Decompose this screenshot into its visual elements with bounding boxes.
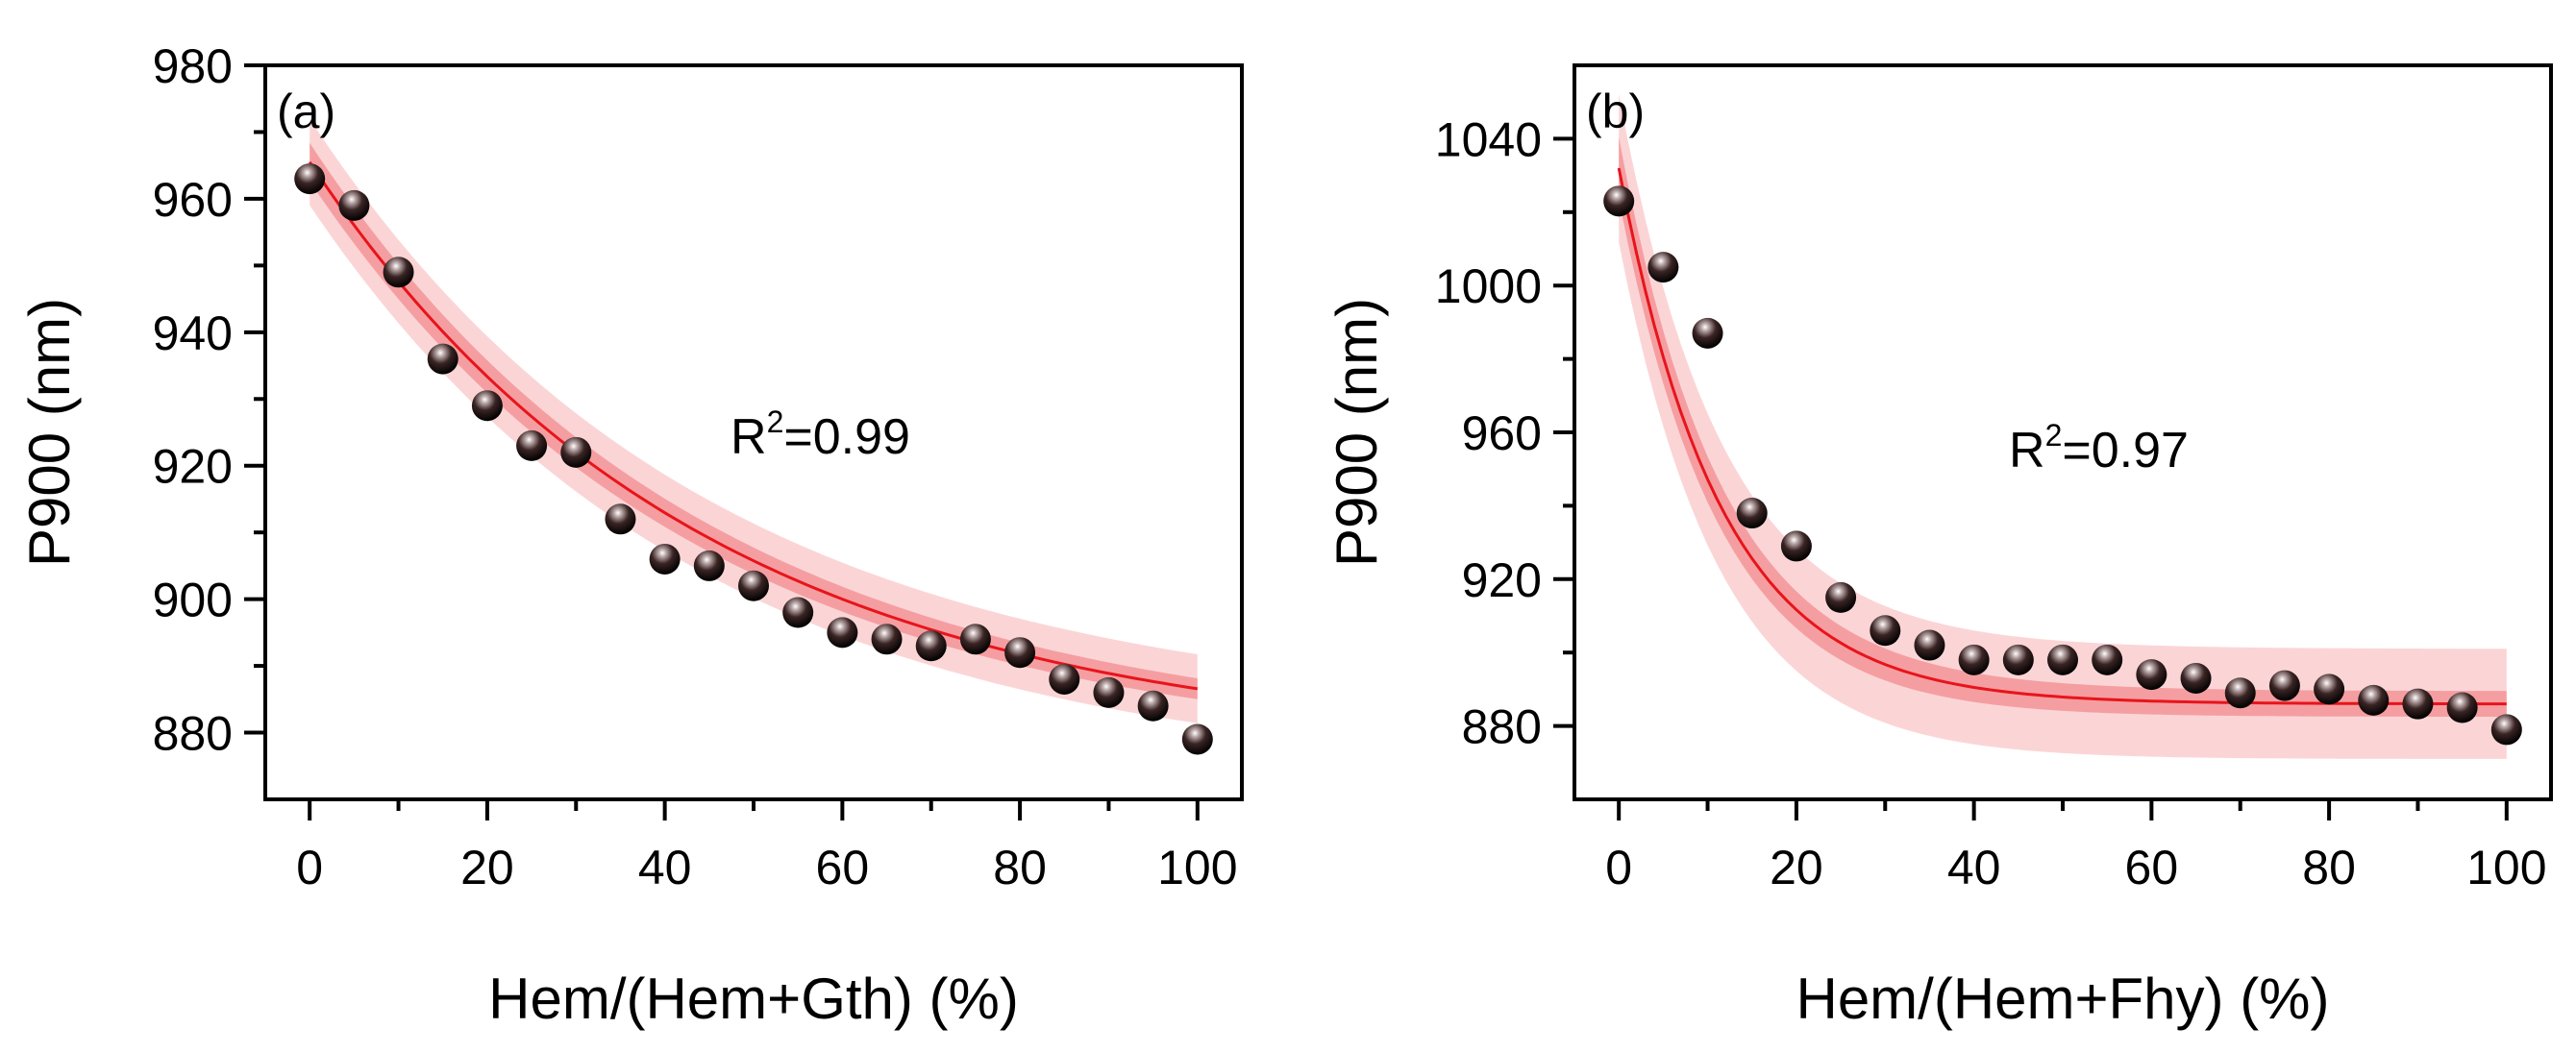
data-point bbox=[2181, 663, 2212, 694]
data-point bbox=[1693, 318, 1723, 349]
r2-prefix: R bbox=[731, 409, 767, 465]
data-point bbox=[428, 344, 458, 375]
x-tick-label: 100 bbox=[2466, 841, 2546, 894]
data-point bbox=[1004, 637, 1035, 668]
data-point bbox=[872, 624, 903, 654]
data-point bbox=[2047, 645, 2078, 675]
r2-sup: 2 bbox=[2045, 418, 2063, 453]
y-tick-label: 1040 bbox=[1435, 112, 1542, 166]
y-tick-label: 920 bbox=[153, 440, 233, 494]
r2-annotation: R2=0.97 bbox=[2009, 418, 2189, 478]
data-point bbox=[1959, 645, 1990, 675]
x-tick-label: 20 bbox=[1770, 841, 1823, 894]
data-point bbox=[1914, 630, 1944, 661]
r2-suffix: =0.99 bbox=[783, 409, 910, 465]
x-tick-label: 40 bbox=[638, 841, 692, 894]
data-point bbox=[384, 257, 414, 287]
data-point bbox=[1825, 582, 1856, 613]
y-tick-label: 920 bbox=[1462, 553, 1542, 607]
y-tick-label: 1000 bbox=[1435, 259, 1542, 313]
data-point bbox=[605, 503, 635, 534]
x-tick-label: 0 bbox=[296, 841, 323, 894]
data-point bbox=[1647, 252, 1678, 282]
data-point bbox=[1870, 615, 1900, 646]
panel-a: 0 20 40 60 80 100 880 900 920 940 960 980 (a) R2=0.… bbox=[17, 39, 1242, 1031]
data-point bbox=[2447, 693, 2478, 723]
x-axis-label: Hem/(Hem+Fhy) (%) bbox=[1796, 967, 2329, 1031]
r2-annotation: R2=0.99 bbox=[731, 404, 910, 465]
y-tick-label: 880 bbox=[153, 707, 233, 761]
data-point bbox=[1049, 664, 1079, 695]
y-tick-label: 880 bbox=[1462, 700, 1542, 754]
x-tick-label: 80 bbox=[2302, 841, 2356, 894]
x-tick-label: 0 bbox=[1605, 841, 1632, 894]
ticks-group: 0 20 40 60 80 100 880 920 960 1000 1040 bbox=[1435, 112, 2547, 894]
data-point bbox=[2269, 671, 2300, 701]
r2-sup: 2 bbox=[767, 404, 784, 439]
y-tick-label: 960 bbox=[153, 173, 233, 227]
data-point bbox=[738, 571, 769, 601]
data-point bbox=[1093, 677, 1124, 708]
figure: 0 20 40 60 80 100880900920940960980 (a) R2=0.… bbox=[0, 0, 2576, 1053]
r2-prefix: R bbox=[2009, 423, 2045, 478]
data-point bbox=[1737, 498, 1768, 528]
x-tick-label: 60 bbox=[816, 841, 870, 894]
y-tick-label: 980 bbox=[153, 39, 233, 93]
data-point bbox=[338, 190, 369, 221]
data-point bbox=[650, 544, 681, 575]
data-point bbox=[694, 551, 725, 581]
panel-label: (a) bbox=[277, 85, 335, 138]
data-point bbox=[2491, 714, 2522, 745]
data-point bbox=[1603, 185, 1634, 216]
data-point bbox=[960, 624, 991, 654]
panel-label: (b) bbox=[1586, 85, 1645, 138]
data-point bbox=[2092, 645, 2122, 675]
data-point bbox=[2358, 685, 2389, 716]
data-point bbox=[1138, 691, 1169, 722]
x-tick-label: 40 bbox=[1947, 841, 2001, 894]
data-point bbox=[827, 617, 857, 648]
x-tick-label: 20 bbox=[460, 841, 514, 894]
x-tick-label: 80 bbox=[993, 841, 1047, 894]
data-point bbox=[1182, 723, 1213, 754]
data-point bbox=[2225, 677, 2256, 708]
data-point bbox=[916, 630, 947, 661]
y-axis-label: P900 (nm) bbox=[1325, 298, 1389, 567]
y-tick-label: 940 bbox=[153, 306, 233, 360]
data-point bbox=[2314, 673, 2344, 704]
y-tick-label: 900 bbox=[153, 574, 233, 627]
data-point bbox=[294, 163, 325, 194]
data-point bbox=[782, 598, 813, 628]
r2-suffix: =0.97 bbox=[2062, 423, 2189, 478]
y-axis-label: P900 (nm) bbox=[17, 298, 82, 567]
data-point bbox=[2003, 645, 2034, 675]
panel-b: 0 20 40 60 80 100 880 920 960 1000 1040 (b) R2=0.9… bbox=[1325, 65, 2551, 1031]
x-tick-label: 100 bbox=[1157, 841, 1237, 894]
data-point bbox=[2402, 689, 2433, 720]
data-point bbox=[1781, 530, 1812, 561]
x-axis-label: Hem/(Hem+Gth) (%) bbox=[488, 967, 1019, 1031]
y-tick-label: 960 bbox=[1462, 406, 1542, 460]
data-point bbox=[472, 390, 503, 421]
x-tick-label: 60 bbox=[2125, 841, 2179, 894]
data-point bbox=[560, 437, 591, 468]
data-point bbox=[516, 430, 547, 461]
data-point bbox=[2136, 659, 2167, 690]
